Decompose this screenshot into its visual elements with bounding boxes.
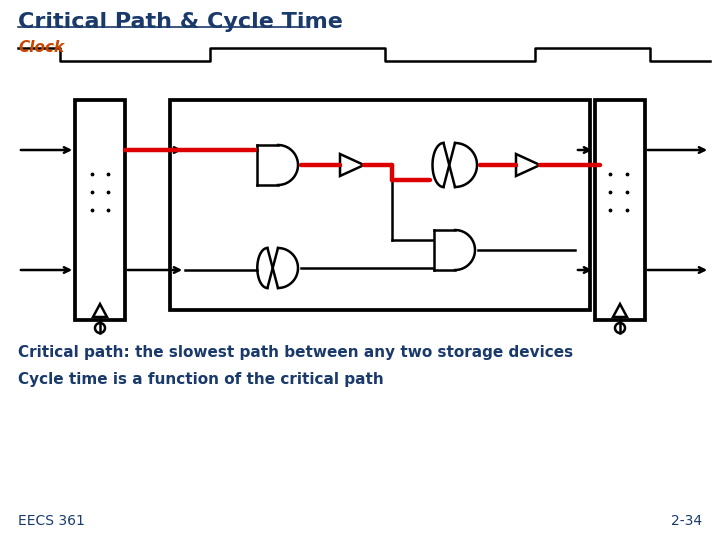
Text: Clock: Clock	[18, 40, 64, 55]
Text: 2-34: 2-34	[671, 514, 702, 528]
Text: EECS 361: EECS 361	[18, 514, 85, 528]
Text: Cycle time is a function of the critical path: Cycle time is a function of the critical…	[18, 372, 384, 387]
Bar	[170, 100, 590, 310]
Text: Critical path: the slowest path between any two storage devices: Critical path: the slowest path between …	[18, 345, 573, 360]
Bar	[595, 100, 645, 320]
Text: Critical Path & Cycle Time: Critical Path & Cycle Time	[18, 12, 343, 32]
Bar	[75, 100, 125, 320]
